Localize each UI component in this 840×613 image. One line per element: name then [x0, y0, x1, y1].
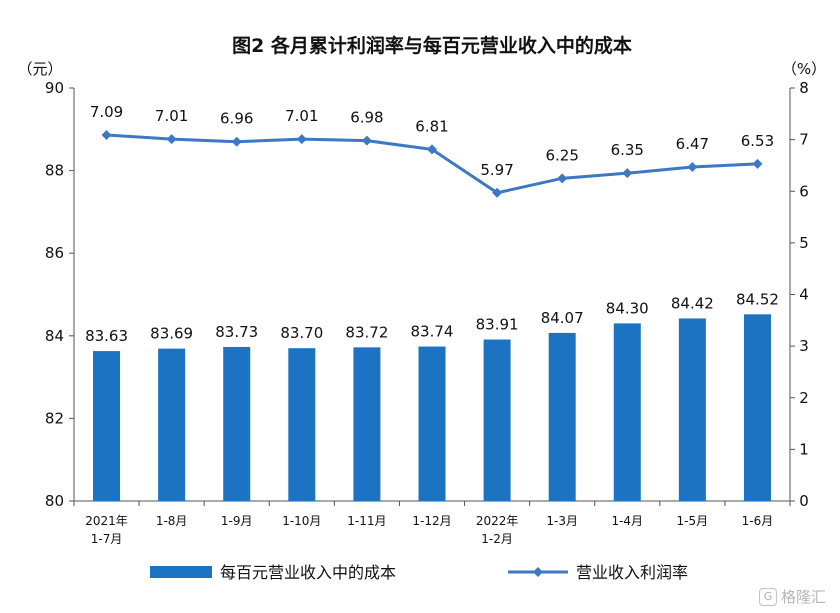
legend-line-label: 营业收入利润率 — [576, 563, 688, 582]
bar — [353, 347, 381, 501]
line-point-marker — [101, 129, 112, 140]
axes: 80 82 84 86 88 90 0 1 2 3 4 5 6 7 8 — [45, 79, 809, 510]
line-value-label: 6.47 — [676, 135, 709, 153]
bar — [288, 348, 316, 501]
x-tick-label: 2021年 — [85, 514, 128, 528]
bar — [743, 314, 771, 501]
line-value-label: 7.01 — [285, 107, 318, 125]
watermark-text: 格隆汇 — [780, 588, 826, 606]
bar — [613, 323, 641, 501]
right-axis-tick-label: 7 — [799, 131, 809, 149]
x-tick-label: 1-5月 — [677, 514, 709, 528]
right-axis-unit: （%） — [782, 60, 826, 78]
line-value-label: 6.98 — [350, 109, 383, 127]
line-series: 7.09 7.01 6.96 7.01 6.98 6.81 5.97 6.25 6.35 6.47… — [90, 103, 774, 198]
x-tick-label: 1-10月 — [282, 514, 321, 528]
watermark-logo-icon: G — [758, 587, 777, 606]
bar-series: 83.63 83.69 83.73 83.70 83.72 83.74 83.91 84.07… — [85, 290, 779, 501]
bar-value-label: 83.63 — [85, 327, 128, 345]
left-axis-tick-label: 90 — [45, 79, 64, 97]
right-axis-tick-label: 3 — [799, 337, 809, 355]
line-point-marker — [296, 134, 307, 145]
line-value-label: 7.01 — [155, 107, 188, 125]
x-tick-label: 1-11月 — [347, 514, 386, 528]
bar — [223, 346, 251, 501]
line-point-marker — [687, 161, 698, 172]
right-axis-tick-label: 2 — [799, 389, 809, 407]
line-point-marker — [492, 187, 503, 198]
x-tick-label: 1-7月 — [91, 532, 123, 546]
line-value-label: 6.81 — [415, 117, 448, 135]
right-axis-tick-label: 5 — [799, 234, 809, 252]
x-tick-label: 1-6月 — [742, 514, 774, 528]
bar-value-label: 83.69 — [150, 325, 193, 343]
legend-bar-swatch — [150, 566, 212, 578]
line-value-label: 6.53 — [741, 132, 774, 150]
bar-value-label: 84.52 — [736, 290, 779, 308]
bar-value-label: 84.30 — [606, 299, 649, 317]
line-value-label: 5.97 — [480, 161, 513, 179]
line-point-marker — [622, 168, 633, 179]
bar-value-label: 83.70 — [280, 324, 323, 342]
bar-value-label: 84.07 — [541, 309, 584, 327]
right-axis-tick-label: 6 — [799, 182, 809, 200]
left-axis-tick-label: 80 — [45, 492, 64, 510]
profit-rate-line — [106, 133, 758, 195]
right-axis-tick-label: 4 — [799, 286, 809, 304]
x-tick-label: 1-2月 — [481, 532, 513, 546]
legend-line-marker — [533, 567, 543, 577]
x-tick-label: 1-3月 — [546, 514, 578, 528]
left-axis-tick-label: 86 — [45, 244, 64, 262]
bar-value-label: 83.73 — [215, 323, 258, 341]
bar-value-label: 84.42 — [671, 294, 714, 312]
x-tick-label: 1-9月 — [221, 514, 253, 528]
line-value-label: 6.35 — [611, 141, 644, 159]
x-tick-label: 1-8月 — [156, 514, 188, 528]
watermark: G 格隆汇 — [758, 586, 826, 607]
line-point-marker — [752, 158, 763, 169]
bar — [418, 346, 446, 501]
chart-title: 图2 各月累计利润率与每百元营业收入中的成本 — [232, 34, 632, 57]
legend: 每百元营业收入中的成本 营业收入利润率 — [150, 563, 688, 582]
line-point-marker — [361, 135, 372, 146]
line-point-marker — [557, 173, 568, 184]
bar-value-label: 83.91 — [476, 316, 519, 334]
right-axis-tick-label: 1 — [799, 440, 809, 458]
line-point-marker — [166, 134, 177, 145]
x-axis-labels: 2021年 1-7月 1-8月 1-9月 1-10月 1-11月 1-12月 2022年 1-2… — [85, 514, 773, 546]
left-axis-tick-label: 84 — [45, 327, 64, 345]
left-axis-unit: （元） — [17, 60, 62, 78]
bar — [548, 332, 576, 501]
x-tick-label: 2022年 — [476, 514, 519, 528]
line-value-label: 6.25 — [545, 146, 578, 164]
right-axis-tick-label: 0 — [799, 492, 809, 510]
line-value-label: 7.09 — [90, 103, 123, 121]
bar-value-label: 83.72 — [345, 323, 388, 341]
bar — [483, 339, 511, 501]
bar — [93, 351, 121, 501]
bar — [158, 348, 186, 501]
line-point-marker — [231, 136, 242, 147]
right-axis-tick-label: 8 — [799, 79, 809, 97]
line-point-marker — [427, 144, 437, 155]
x-tick-label: 1-4月 — [611, 514, 643, 528]
bar — [678, 318, 706, 501]
x-tick-label: 1-12月 — [412, 514, 451, 528]
left-axis-tick-label: 88 — [45, 162, 64, 180]
bar-value-label: 83.74 — [411, 323, 454, 341]
left-axis-tick-label: 82 — [45, 409, 64, 427]
line-value-label: 6.96 — [220, 110, 253, 128]
legend-bar-label: 每百元营业收入中的成本 — [220, 563, 396, 582]
